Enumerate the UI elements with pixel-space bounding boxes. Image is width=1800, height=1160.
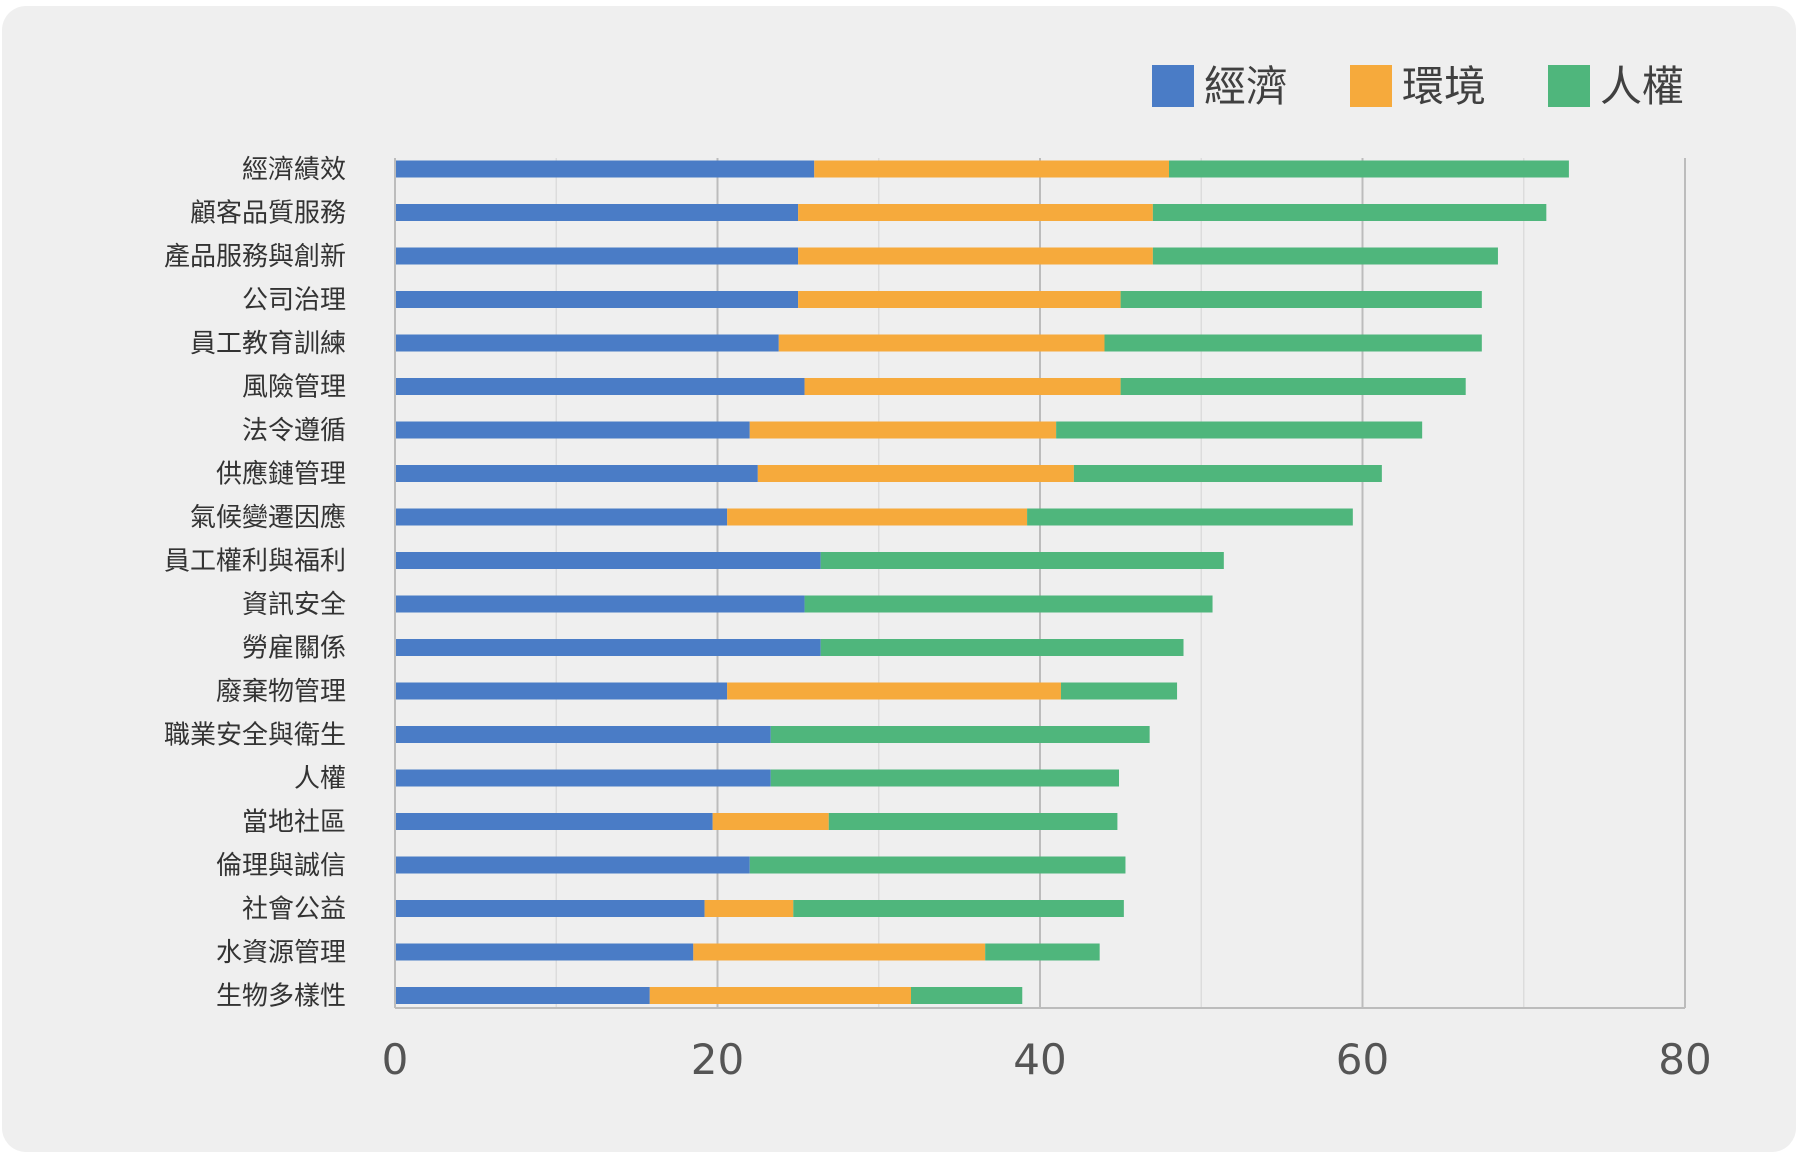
category-label: 水資源管理 — [216, 938, 346, 968]
bar-segment-1-row-6 — [395, 378, 805, 395]
bar-segment-2-row-3 — [798, 247, 1153, 265]
bar-segment-2-row-9 — [727, 508, 1028, 526]
x-tick-label: 20 — [691, 1035, 744, 1084]
bar-segment-3-row-18 — [793, 900, 1124, 917]
bar-segment-1-row-4 — [395, 291, 799, 308]
bar-segment-3-row-17 — [749, 856, 1126, 874]
category-label: 氣候變遷因應 — [190, 503, 346, 533]
bar-segment-3-row-5 — [1104, 334, 1482, 352]
category-label: 顧客品質服務 — [190, 199, 346, 229]
category-label: 產品服務與創新 — [164, 242, 346, 272]
category-label: 當地社區 — [242, 808, 346, 838]
category-label: 員工權利與福利 — [164, 547, 346, 577]
bar-segment-1-row-11 — [395, 595, 805, 613]
legend: 經濟 環境 人權 — [1152, 62, 1684, 111]
category-label: 人權 — [294, 764, 346, 794]
bar-segment-3-row-11 — [804, 595, 1213, 613]
bar-segment-2-row-8 — [757, 465, 1074, 482]
bar-segment-3-row-8 — [1073, 465, 1382, 482]
legend-label: 人權 — [1600, 62, 1684, 111]
bar-segment-3-row-15 — [770, 769, 1120, 787]
category-label: 員工教育訓練 — [190, 329, 346, 359]
bar-segment-3-row-20 — [911, 987, 1023, 1004]
bar-segment-3-row-16 — [828, 813, 1118, 830]
bar-segment-2-row-2 — [798, 204, 1153, 221]
bar-segment-1-row-1 — [395, 160, 815, 178]
legend-label: 經濟 — [1204, 62, 1288, 111]
legend-swatch — [1548, 65, 1590, 107]
bar-segment-2-row-6 — [804, 378, 1121, 395]
category-label: 資訊安全 — [242, 590, 346, 620]
bar-segment-1-row-16 — [395, 813, 713, 830]
bar-segment-2-row-1 — [814, 160, 1169, 178]
bar-segment-1-row-19 — [395, 943, 694, 961]
bar-segment-3-row-19 — [985, 943, 1100, 961]
legend-swatch — [1350, 65, 1392, 107]
bar-segment-2-row-20 — [649, 987, 911, 1004]
category-label: 倫理與誠信 — [216, 851, 346, 881]
bar-segment-1-row-7 — [395, 421, 750, 439]
bar-segment-1-row-3 — [395, 247, 799, 265]
category-label: 廢棄物管理 — [216, 677, 346, 707]
category-label: 勞雇關係 — [242, 634, 346, 664]
bar-segment-2-row-13 — [727, 682, 1061, 700]
x-tick-label: 40 — [1013, 1035, 1066, 1084]
x-tick-label: 0 — [382, 1035, 409, 1084]
bar-segment-3-row-13 — [1060, 682, 1178, 700]
bar-segment-1-row-20 — [395, 987, 650, 1004]
bar-segment-1-row-9 — [395, 508, 728, 526]
bar-segment-2-row-7 — [749, 421, 1057, 439]
bar-segment-2-row-5 — [778, 334, 1105, 352]
x-tick-label: 60 — [1336, 1035, 1389, 1084]
bar-segment-1-row-12 — [395, 639, 821, 656]
axes — [394, 158, 1685, 1009]
bar-segment-1-row-5 — [395, 334, 779, 352]
gridlines — [555, 158, 1686, 1008]
legend-label: 環境 — [1402, 62, 1486, 111]
bars — [395, 160, 1569, 1004]
bar-segment-2-row-16 — [712, 813, 829, 830]
chart-card — [2, 6, 1796, 1152]
bar-segment-3-row-14 — [770, 726, 1150, 743]
category-label: 風險管理 — [242, 373, 346, 403]
bar-segment-2-row-4 — [798, 291, 1121, 308]
bar-segment-1-row-13 — [395, 682, 728, 700]
bar-segment-1-row-2 — [395, 204, 799, 221]
bar-segment-2-row-18 — [704, 900, 794, 917]
category-label: 職業安全與衛生 — [164, 721, 346, 751]
bar-segment-2-row-19 — [693, 943, 986, 961]
x-tick-label: 80 — [1658, 1035, 1711, 1084]
bar-segment-3-row-9 — [1027, 508, 1353, 526]
bar-segment-1-row-17 — [395, 856, 750, 874]
category-label: 公司治理 — [242, 286, 346, 316]
bar-segment-1-row-18 — [395, 900, 705, 917]
x-tick-labels: 0 20 40 60 80 — [382, 1035, 1712, 1084]
bar-segment-3-row-10 — [820, 552, 1224, 569]
bar-segment-3-row-4 — [1120, 291, 1482, 308]
bar-segment-1-row-14 — [395, 726, 771, 743]
category-labels: 經濟績效顧客品質服務產品服務與創新公司治理員工教育訓練風險管理法令遵循供應鏈管理… — [164, 155, 346, 1012]
bar-segment-3-row-1 — [1169, 160, 1569, 178]
bar-segment-3-row-3 — [1152, 247, 1498, 265]
bar-segment-3-row-2 — [1152, 204, 1547, 221]
category-label: 經濟績效 — [242, 155, 346, 185]
bar-segment-1-row-15 — [395, 769, 771, 787]
category-label: 生物多樣性 — [216, 982, 346, 1012]
category-label: 法令遵循 — [242, 416, 346, 446]
category-label: 社會公益 — [242, 895, 346, 925]
bar-segment-3-row-7 — [1056, 421, 1423, 439]
bar-segment-3-row-12 — [820, 639, 1184, 656]
category-label: 供應鏈管理 — [216, 460, 346, 490]
bar-segment-1-row-10 — [395, 552, 821, 569]
bar-segment-1-row-8 — [395, 465, 758, 482]
legend-swatch — [1152, 65, 1194, 107]
bar-segment-3-row-6 — [1120, 378, 1466, 395]
